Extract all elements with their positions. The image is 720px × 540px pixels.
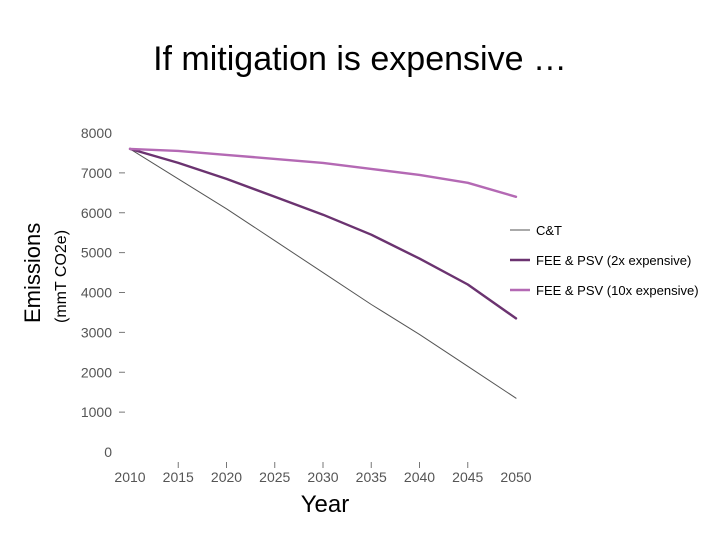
x-tick-label: 2030 [307,469,338,485]
x-tick-label: 2010 [114,469,145,485]
series-line-2 [128,147,518,320]
y-axis-ticks: 0 1000 2000 3000 4000 5000 6000 7000 8000 [81,125,125,460]
y-tick-label: 2000 [81,364,112,380]
legend-label: FEE & PSV (10x expensive) [536,283,699,298]
x-tick-label: 2015 [163,469,194,485]
y-tick-label: 6000 [81,205,112,221]
x-tick-label: 2050 [500,469,531,485]
x-tick-label: 2035 [356,469,387,485]
y-tick-label: 0 [104,444,112,460]
series-line-3 [128,147,518,199]
y-tick-label: 1000 [81,404,112,420]
y-axis-title: Emissions [20,223,45,323]
y-tick-label: 3000 [81,324,112,340]
series-lines [128,147,518,399]
legend: C&T FEE & PSV (2x expensive) FEE & PSV (10… [510,223,699,298]
x-tick-label: 2040 [404,469,435,485]
x-tick-label: 2020 [211,469,242,485]
y-tick-label: 8000 [81,125,112,141]
x-axis-title: Year [301,491,350,518]
legend-label: FEE & PSV (2x expensive) [536,253,691,268]
x-axis-ticks: 2010 2015 2020 2025 2030 2035 2040 2045 2050 [114,462,532,485]
y-tick-label: 7000 [81,165,112,181]
x-tick-label: 2025 [259,469,290,485]
y-tick-label: 5000 [81,245,112,261]
x-tick-label: 2045 [452,469,483,485]
y-axis-unit: (mmT CO2e) [53,230,70,323]
slide-title: If mitigation is expensive … [153,40,567,78]
legend-label: C&T [536,223,562,238]
y-tick-label: 4000 [81,285,112,301]
series-line-1 [129,148,517,399]
